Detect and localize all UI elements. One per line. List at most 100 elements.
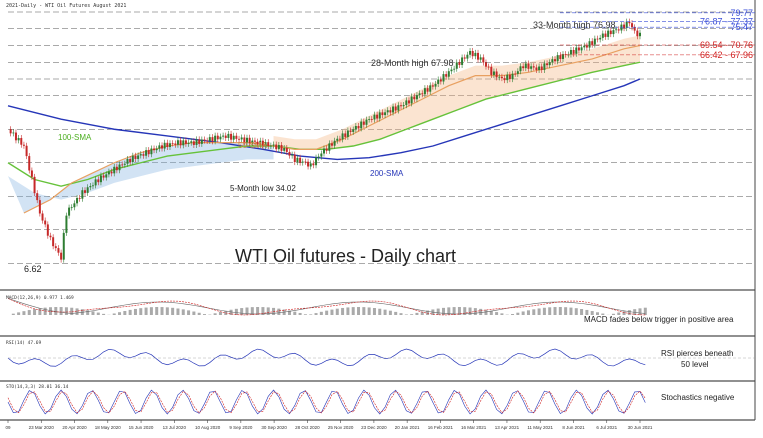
- x-tick-label: 16 Mar 2021: [461, 425, 487, 430]
- candle-body: [487, 66, 490, 68]
- candle-body: [538, 66, 541, 70]
- candle-body: [516, 71, 519, 74]
- candle-body: [62, 232, 65, 260]
- candle-body: [187, 142, 190, 144]
- candle-body: [330, 143, 333, 146]
- candle-body: [344, 133, 347, 137]
- candle-body: [110, 171, 113, 174]
- chart-header: 2021-Daily - WTI Oil Futures August 2021: [6, 3, 126, 9]
- candle-body: [445, 74, 448, 77]
- candle-body: [559, 55, 562, 60]
- candle-body: [293, 154, 296, 163]
- level-label-1: 76.87 - 77.37: [700, 17, 753, 27]
- candle-body: [604, 33, 607, 37]
- x-axis: 09 23 Mar 2020 20 Apr 2020 18 May 2020 15 Ju…: [5, 420, 653, 430]
- candle-body: [405, 100, 408, 106]
- candle-body: [200, 139, 203, 144]
- candle-body: [423, 88, 426, 95]
- candle-body: [548, 62, 551, 66]
- candle-body: [524, 63, 527, 69]
- candle-body: [54, 246, 57, 249]
- candle-body: [52, 237, 55, 247]
- rsi-note-line2: 50 level: [681, 360, 709, 369]
- candle-body: [168, 143, 171, 148]
- x-tick-label: 13 Jul 2020: [163, 425, 187, 430]
- x-tick-label: 16 Feb 2021: [428, 425, 454, 430]
- candle-body: [426, 88, 429, 92]
- candle-body: [397, 105, 400, 111]
- candle-body: [362, 121, 365, 125]
- candle-body: [389, 110, 392, 113]
- candle-body: [453, 68, 456, 70]
- candle-body: [86, 187, 89, 193]
- candle-body: [41, 213, 44, 221]
- candle-body: [495, 71, 498, 78]
- candle-body: [439, 79, 442, 82]
- candle-body: [84, 190, 87, 193]
- candle-body: [57, 248, 60, 253]
- candle-body: [245, 137, 248, 143]
- candle-body: [506, 74, 509, 81]
- candle-body: [434, 83, 437, 87]
- x-tick-label: 23 Dec 2020: [361, 425, 387, 430]
- candle-body: [519, 66, 522, 72]
- candle-body: [150, 148, 153, 155]
- cloud-orange-band: [273, 35, 640, 150]
- candle-body: [147, 150, 150, 155]
- candle-body: [203, 139, 206, 141]
- x-tick-label: 30 Sep 2020: [261, 425, 287, 430]
- x-tick-label: 30 Jun 2021: [628, 425, 653, 430]
- candle-body: [176, 140, 179, 145]
- candle-body: [532, 66, 535, 68]
- candle-body: [418, 93, 421, 96]
- candle-body: [139, 154, 142, 156]
- x-tick-label: 13 Apr 2021: [495, 425, 520, 430]
- candle-body: [336, 138, 339, 141]
- macd-header: MACD(12,26,9) 0.977 1.469: [6, 295, 74, 301]
- candle-body: [288, 151, 291, 156]
- candle-body: [484, 62, 487, 67]
- candle-body: [20, 138, 23, 145]
- candle-body: [275, 144, 278, 150]
- candle-body: [81, 190, 84, 199]
- candle-body: [163, 142, 166, 149]
- candle-body: [97, 179, 100, 183]
- chart-title: WTI Oil futures - Daily chart: [235, 246, 456, 266]
- candle-body: [352, 129, 355, 132]
- candle-body: [9, 129, 12, 134]
- candle-body: [365, 119, 368, 125]
- candle-body: [346, 130, 349, 137]
- annotation-33-month-high: 33-Month high 76.98: [533, 20, 616, 30]
- candle-body: [599, 37, 602, 40]
- candle-body: [232, 135, 235, 140]
- candle-body: [370, 119, 373, 120]
- candle-body: [315, 157, 318, 166]
- stochastics-header: STO(14,3,3) 28.01 36.14: [6, 384, 69, 390]
- candle-body: [307, 161, 310, 167]
- candle-body: [272, 144, 275, 146]
- candle-body: [633, 27, 636, 31]
- candle-body: [580, 47, 583, 51]
- candle-body: [206, 140, 209, 142]
- sma-50-line: [23, 44, 641, 214]
- candle-body: [142, 154, 145, 156]
- sma-200-line: [7, 78, 641, 161]
- candle-body: [569, 49, 572, 55]
- candle-body: [296, 157, 299, 163]
- annotation-200-sma: 200-SMA: [370, 169, 404, 178]
- candle-body: [527, 63, 530, 69]
- candle-body: [341, 133, 344, 140]
- candle-body: [469, 50, 472, 55]
- stochastics-d-line: [7, 390, 646, 414]
- candle-body: [256, 141, 259, 145]
- candle-body: [429, 85, 432, 92]
- candle-body: [572, 49, 575, 54]
- candle-body: [625, 21, 628, 29]
- candle-body: [14, 132, 17, 141]
- candle-body: [354, 126, 357, 130]
- annotation-100-sma: 100-SMA: [58, 133, 92, 142]
- candle-body: [463, 57, 466, 59]
- candle-body: [309, 163, 312, 167]
- candle-body: [328, 143, 331, 151]
- candle-body: [400, 105, 403, 107]
